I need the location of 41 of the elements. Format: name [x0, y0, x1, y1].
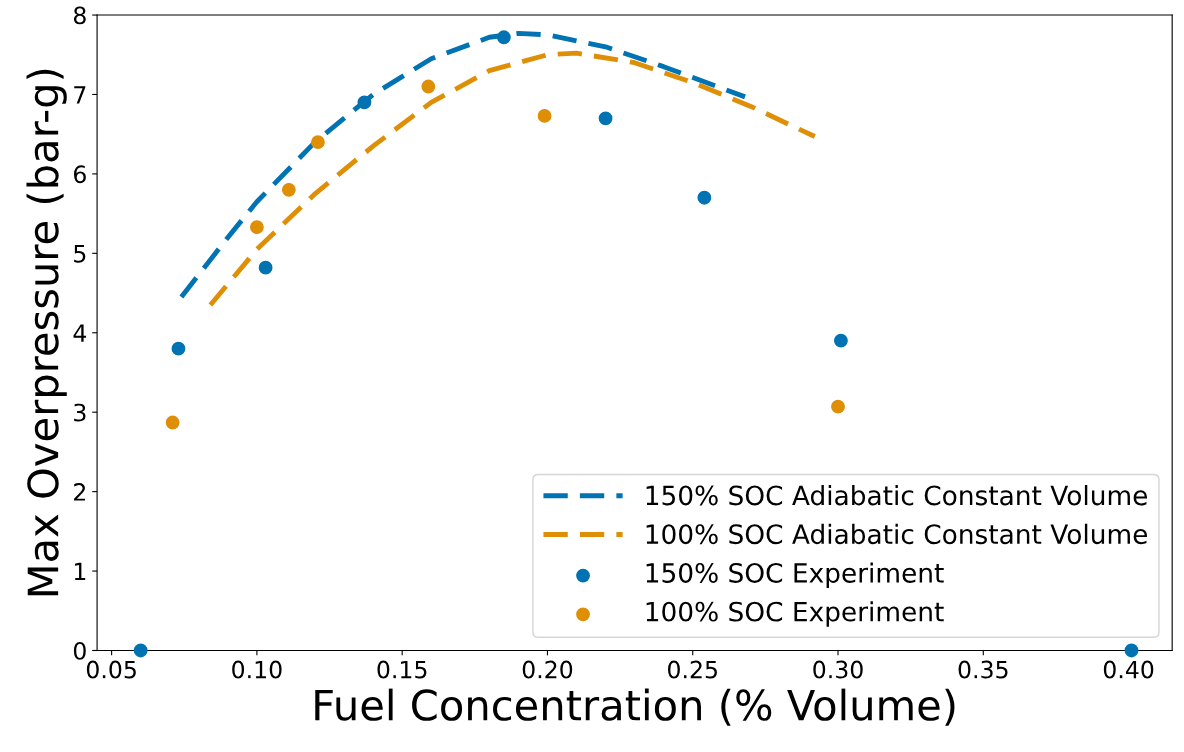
x-tick-label: 0.10 [232, 660, 282, 679]
point [831, 399, 845, 414]
point [598, 111, 613, 126]
x-tick-label: 0.20 [522, 660, 573, 679]
x-tick-label: 0.25 [668, 660, 717, 679]
point [281, 182, 296, 197]
y-axis-title: Max Overpressure (bar-g) [26, 69, 67, 596]
legend-label: 150% SOC Adiabatic Constant Volume [646, 484, 1148, 506]
point [165, 415, 180, 430]
x-tick-label: 0.35 [958, 660, 1008, 679]
line-series [207, 50, 818, 308]
y-tick-label: 2 [74, 483, 85, 501]
x-tick-label: 0.40 [1103, 660, 1154, 679]
line-series [178, 30, 748, 300]
x-axis-title: Fuel Concentration (% Volume) [315, 688, 955, 726]
point [249, 220, 264, 235]
legend-label: 100% SOC Experiment [646, 601, 944, 627]
y-tick-label: 6 [73, 165, 86, 184]
legend-label: 150% SOC Experiment [646, 562, 944, 588]
point [421, 79, 436, 94]
point [311, 135, 325, 150]
x-tick-label: 0.05 [86, 660, 136, 679]
x-tick-label: 0.15 [377, 660, 427, 679]
point [258, 260, 273, 275]
y-tick-label: 7 [74, 86, 86, 104]
y-tick-label: 0 [73, 641, 86, 660]
y-tick-label: 5 [74, 245, 86, 263]
point [834, 333, 848, 348]
point [357, 95, 372, 110]
point [1124, 643, 1139, 658]
y-tick-label: 4 [73, 324, 87, 342]
x-tick-label: 0.30 [813, 660, 863, 679]
point [496, 30, 511, 45]
y-tick-label: 1 [74, 562, 86, 581]
point [133, 643, 148, 658]
y-tick-label: 3 [74, 403, 86, 422]
point [171, 341, 186, 356]
point [697, 190, 712, 205]
y-tick-label: 8 [73, 6, 86, 25]
point [537, 109, 552, 123]
legend-label: 100% SOC Adiabatic Constant Volume [646, 523, 1148, 545]
